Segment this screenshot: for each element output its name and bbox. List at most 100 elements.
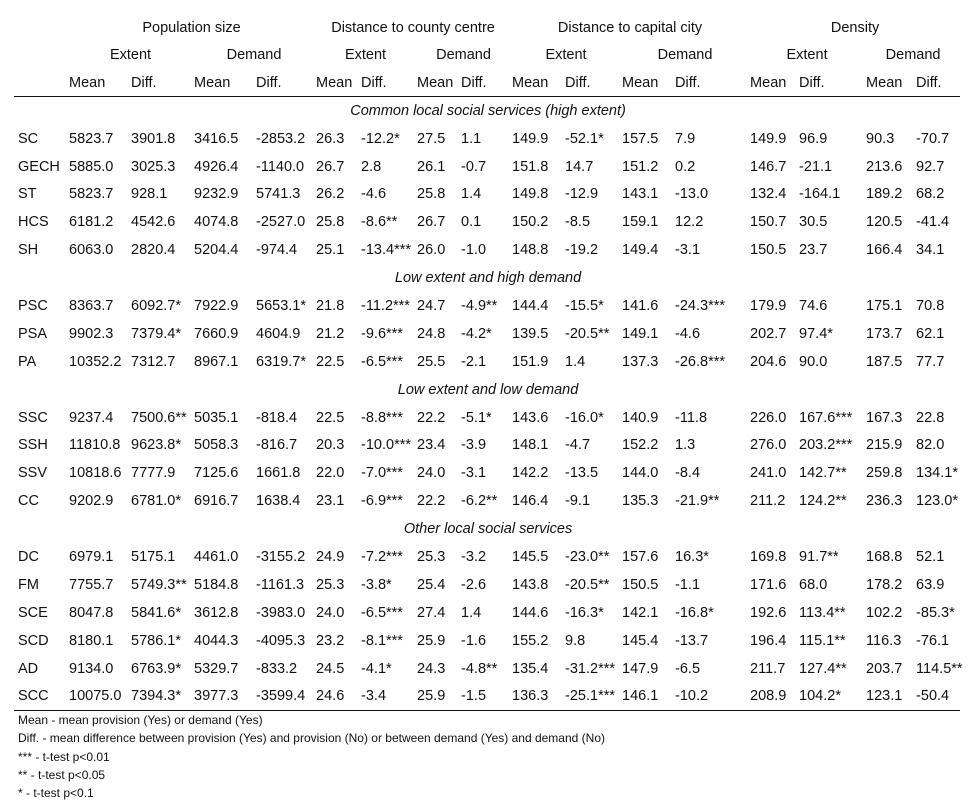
table-cell: 113.4** xyxy=(799,604,846,621)
table-cell: -41.4 xyxy=(916,214,950,231)
table-cell: -2.1 xyxy=(461,353,487,370)
table-cell: 2.8 xyxy=(361,158,382,175)
table-cell: 10075.0 xyxy=(67,682,129,711)
table-header: Population size Distance to county centr… xyxy=(14,14,961,98)
row-label: GECH xyxy=(18,158,60,175)
table-cell: -818.4 xyxy=(256,409,298,426)
table-cell: 102.2 xyxy=(866,604,903,621)
table-cell: 23.1 xyxy=(316,493,345,510)
stat-header-diff: Diff. xyxy=(129,69,192,98)
stat-header-diff: Diff. xyxy=(797,69,865,98)
row-label: FM xyxy=(18,576,39,593)
table-cell: 5741.3 xyxy=(256,186,301,203)
table-cell: 5035.1 xyxy=(194,409,239,426)
table-cell: 146.4 xyxy=(512,493,549,510)
table-cell: 23.2 xyxy=(316,632,345,649)
row-label: PA xyxy=(18,353,37,370)
table-cell: 140.9 xyxy=(622,409,659,426)
table-cell: 11810.8 xyxy=(69,437,121,454)
section-header-row: Low extent and low demand xyxy=(14,376,960,404)
table-cell: 1661.8 xyxy=(256,465,301,482)
table-cell: 5841.6* xyxy=(131,604,181,621)
table-cell: -833.2 xyxy=(256,660,298,677)
table-cell: 90.3 xyxy=(866,130,895,147)
section-title: Common local social services (high exten… xyxy=(350,102,626,119)
table-cell: 155.2 xyxy=(512,632,549,649)
table-cell: 10818.6 xyxy=(69,465,122,482)
table-cell: 150.5 xyxy=(622,576,659,593)
table-cell: 4461.0 xyxy=(194,548,239,565)
table-cell: -6.5*** xyxy=(361,604,403,621)
subgroup-header-demand: Demand xyxy=(436,47,491,64)
table-cell: 142.1 xyxy=(622,604,659,621)
stat-header-mean: Mean xyxy=(748,69,798,98)
table-cell: 147.9 xyxy=(622,660,659,677)
stat-header-mean: Mean xyxy=(314,69,360,98)
table-cell: -25.1*** xyxy=(563,682,621,711)
table-cell: -13.7 xyxy=(675,632,709,649)
table-cell: 1638.4 xyxy=(256,493,301,510)
table-cell: -164.1 xyxy=(799,186,841,203)
table-cell: -3.1 xyxy=(675,242,701,259)
table-cell: 91.7** xyxy=(799,548,839,565)
table-cell: -3.2 xyxy=(461,548,487,565)
table-cell: 149.9 xyxy=(750,130,787,147)
table-cell: 3901.8 xyxy=(131,130,176,147)
table-cell: 150.2 xyxy=(512,214,549,231)
table-cell: 5749.3** xyxy=(131,576,187,593)
table-cell: -2.6 xyxy=(461,576,487,593)
table-cell: 1.3 xyxy=(675,437,696,454)
table-cell: 203.2*** xyxy=(799,437,853,454)
subgroup-header-extent: Extent xyxy=(786,47,828,64)
table-cell: -3599.4 xyxy=(254,682,315,711)
table-cell: 68.2 xyxy=(916,186,945,203)
table-cell: 124.2** xyxy=(799,493,847,510)
table-cell: 0.2 xyxy=(675,158,696,175)
stat-header-mean: Mean xyxy=(510,69,564,98)
table-cell: 25.8 xyxy=(417,186,446,203)
table-cell: -8.4 xyxy=(675,465,701,482)
group-header-capital-distance: Distance to capital city xyxy=(557,19,703,36)
table-cell: 26.0 xyxy=(417,242,446,259)
table-cell: 8967.1 xyxy=(194,353,239,370)
table-cell: 26.3 xyxy=(316,130,345,147)
table-cell: -2853.2 xyxy=(256,130,306,147)
table-cell: 167.6*** xyxy=(799,409,853,426)
table-cell: 52.1 xyxy=(916,548,945,565)
note-p001: *** - t-test p<0.01 xyxy=(18,749,110,764)
table-cell: 189.2 xyxy=(866,186,903,203)
table-cell: -4.6 xyxy=(675,325,701,342)
table-cell: 175.1 xyxy=(866,297,903,314)
table-cell: 169.8 xyxy=(750,548,787,565)
table-cell: 173.7 xyxy=(866,325,903,342)
table-cell: -2527.0 xyxy=(256,214,306,231)
table-cell: 22.0 xyxy=(316,465,345,482)
table-cell: -13.5 xyxy=(565,465,599,482)
table-row: SH 6063.0 2820.4 5204.4 -974.4 25.1 -13.4*** 26… xyxy=(14,236,960,264)
table-cell: 236.3 xyxy=(866,493,903,510)
table-cell: 168.8 xyxy=(866,548,903,565)
table-cell: 4044.3 xyxy=(194,632,239,649)
table-cell: -974.4 xyxy=(256,242,298,259)
table-cell: -10.0*** xyxy=(361,437,412,454)
subgroup-header-demand: Demand xyxy=(226,47,282,64)
table-cell: 9237.4 xyxy=(69,409,114,426)
stat-header-mean: Mean xyxy=(415,69,460,98)
table-cell: 144.0 xyxy=(622,465,659,482)
subgroup-header-demand: Demand xyxy=(657,47,713,64)
subgroup-header-demand: Demand xyxy=(885,47,941,64)
table-cell: 142.7** xyxy=(799,465,847,482)
table-cell: -10.2 xyxy=(673,682,749,711)
table-cell: 22.2 xyxy=(417,409,446,426)
table-cell: 24.0 xyxy=(316,604,345,621)
table-cell: -6.5*** xyxy=(361,353,403,370)
table-cell: 115.1** xyxy=(799,632,846,649)
table-cell: 8047.8 xyxy=(69,604,114,621)
table-cell: -8.5 xyxy=(565,214,591,231)
table-cell: 8363.7 xyxy=(69,297,114,314)
table-cell: 5184.8 xyxy=(194,576,239,593)
table-cell: -3155.2 xyxy=(256,548,306,565)
results-table: Population size Distance to county centr… xyxy=(14,14,963,711)
table-cell: 213.6 xyxy=(866,158,903,175)
table-cell: 63.9 xyxy=(916,576,945,593)
